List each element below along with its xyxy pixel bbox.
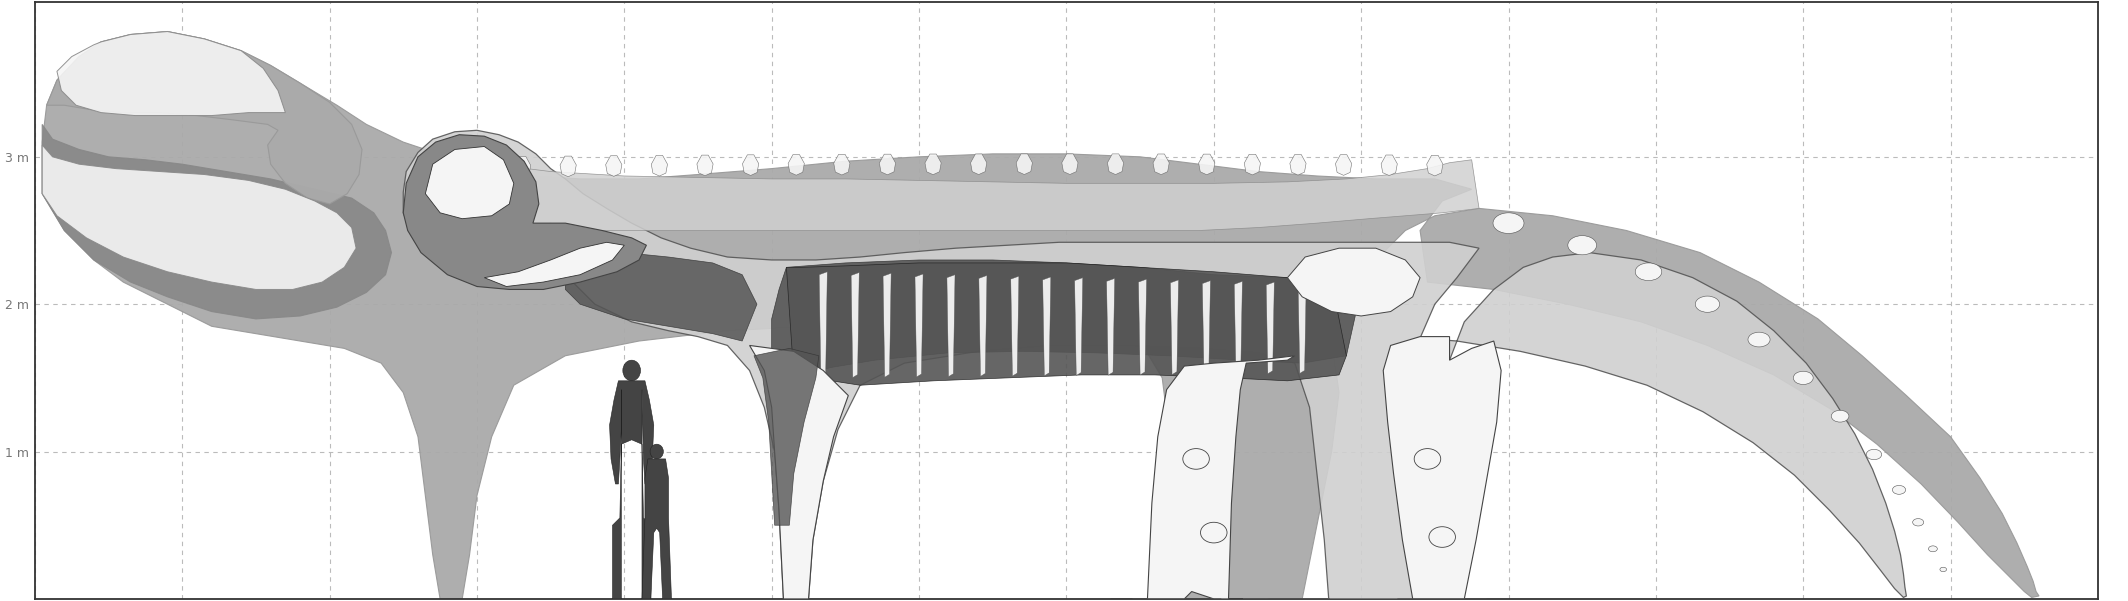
- Polygon shape: [1075, 278, 1083, 376]
- Polygon shape: [402, 130, 1907, 601]
- Polygon shape: [883, 273, 892, 377]
- Polygon shape: [651, 156, 668, 176]
- Polygon shape: [1287, 248, 1419, 316]
- Ellipse shape: [1696, 296, 1719, 313]
- Polygon shape: [1383, 599, 1485, 601]
- Polygon shape: [47, 32, 362, 204]
- Polygon shape: [1117, 599, 1221, 601]
- Polygon shape: [402, 135, 647, 290]
- Polygon shape: [43, 32, 2039, 601]
- Polygon shape: [566, 252, 758, 341]
- Polygon shape: [1234, 281, 1243, 374]
- Ellipse shape: [1494, 213, 1524, 233]
- Ellipse shape: [1183, 448, 1209, 469]
- Ellipse shape: [1928, 546, 1936, 552]
- Polygon shape: [819, 272, 828, 378]
- Polygon shape: [485, 242, 624, 287]
- Polygon shape: [515, 156, 530, 177]
- Polygon shape: [1147, 356, 1294, 599]
- Polygon shape: [979, 275, 987, 376]
- Polygon shape: [970, 154, 987, 174]
- Ellipse shape: [1568, 236, 1596, 255]
- Ellipse shape: [1913, 519, 1924, 526]
- Polygon shape: [1138, 279, 1147, 375]
- Ellipse shape: [649, 444, 664, 459]
- Polygon shape: [426, 157, 1479, 231]
- Polygon shape: [1245, 154, 1260, 175]
- Ellipse shape: [1941, 567, 1947, 572]
- Polygon shape: [1043, 277, 1051, 376]
- Ellipse shape: [1794, 371, 1813, 385]
- Polygon shape: [915, 274, 924, 377]
- Polygon shape: [879, 154, 896, 175]
- Polygon shape: [834, 154, 849, 175]
- Polygon shape: [947, 275, 955, 377]
- Polygon shape: [1107, 154, 1124, 174]
- Polygon shape: [1153, 154, 1168, 175]
- Ellipse shape: [1428, 526, 1456, 548]
- Polygon shape: [43, 145, 355, 290]
- Ellipse shape: [1892, 486, 1907, 494]
- Polygon shape: [1011, 276, 1019, 376]
- Polygon shape: [560, 156, 577, 177]
- Polygon shape: [643, 459, 672, 599]
- Ellipse shape: [624, 360, 641, 381]
- Polygon shape: [787, 154, 804, 175]
- Polygon shape: [1336, 154, 1351, 175]
- Ellipse shape: [1415, 448, 1441, 469]
- Ellipse shape: [1832, 410, 1849, 422]
- Polygon shape: [787, 263, 1347, 385]
- Polygon shape: [926, 154, 941, 175]
- Polygon shape: [1383, 337, 1500, 599]
- Polygon shape: [1198, 154, 1215, 175]
- Polygon shape: [1266, 282, 1275, 374]
- Polygon shape: [1202, 281, 1211, 374]
- Polygon shape: [1298, 283, 1307, 373]
- Polygon shape: [1381, 155, 1398, 175]
- Polygon shape: [426, 147, 513, 219]
- Ellipse shape: [1200, 522, 1228, 543]
- Polygon shape: [468, 157, 485, 177]
- Polygon shape: [1062, 154, 1079, 174]
- Polygon shape: [1290, 154, 1307, 175]
- Polygon shape: [772, 260, 1362, 378]
- Polygon shape: [609, 381, 653, 599]
- Ellipse shape: [1634, 263, 1662, 281]
- Polygon shape: [57, 32, 285, 115]
- Polygon shape: [851, 272, 860, 377]
- Polygon shape: [1107, 278, 1115, 375]
- Polygon shape: [743, 155, 760, 175]
- Polygon shape: [606, 156, 621, 176]
- Polygon shape: [1170, 280, 1179, 374]
- Polygon shape: [696, 155, 713, 175]
- Polygon shape: [753, 349, 819, 525]
- Polygon shape: [43, 124, 392, 319]
- Polygon shape: [1426, 155, 1443, 176]
- Polygon shape: [1017, 154, 1032, 174]
- Ellipse shape: [1747, 332, 1770, 347]
- Ellipse shape: [1866, 450, 1881, 460]
- Polygon shape: [749, 346, 849, 599]
